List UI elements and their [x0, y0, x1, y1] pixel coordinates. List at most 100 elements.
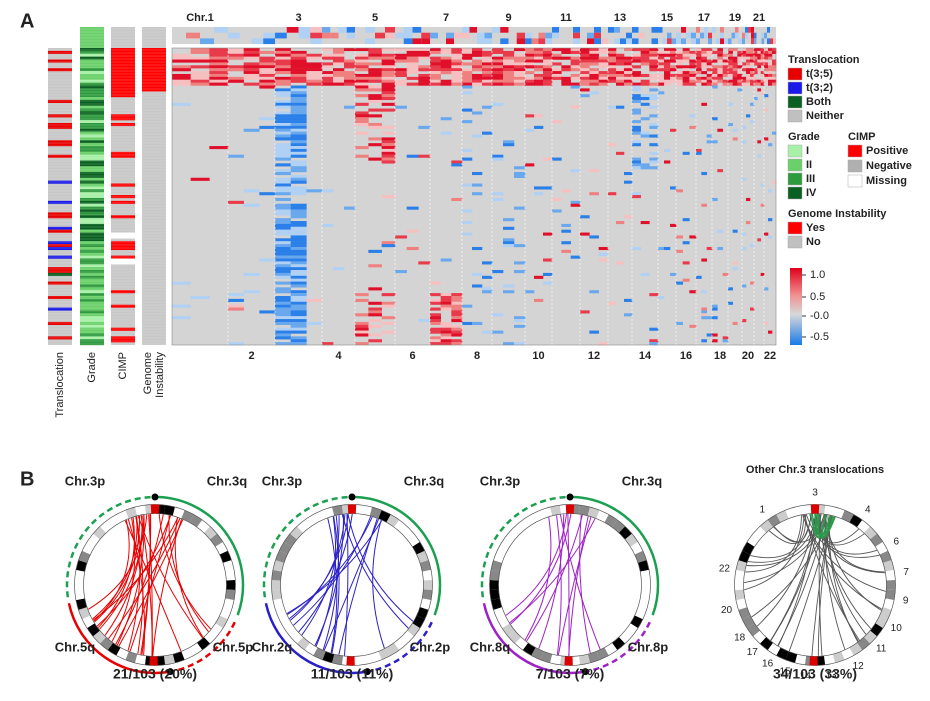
top-strip-cell	[573, 38, 580, 45]
heatmap-cell	[632, 128, 641, 132]
track-cell	[111, 91, 135, 95]
heatmap-cell	[717, 48, 723, 52]
chord	[124, 520, 182, 652]
heatmap-cell	[355, 68, 369, 72]
heatmap-cell	[670, 128, 677, 132]
track-cell	[80, 186, 104, 190]
heatmap-cell	[543, 157, 553, 161]
heatmap-cell	[381, 154, 396, 158]
junction-dot	[566, 493, 574, 501]
track-cell	[48, 295, 72, 300]
colorbar-label: -0.5	[810, 331, 829, 343]
chrom-label: 12	[853, 661, 865, 672]
track-cell	[80, 313, 104, 317]
heatmap-cell	[381, 125, 396, 129]
track-cell	[80, 246, 104, 251]
top-strip-cell	[720, 32, 724, 39]
band	[634, 607, 647, 620]
junction-dot	[151, 493, 159, 501]
heatmap-cell	[355, 321, 369, 326]
heatmap-cell	[757, 68, 761, 72]
heatmap-cell	[649, 48, 659, 52]
heatmap-cell	[333, 76, 345, 80]
heatmap-cell	[290, 108, 307, 112]
band	[225, 589, 236, 601]
band	[284, 533, 297, 547]
heatmap-cell	[440, 62, 452, 66]
heatmap-cell	[676, 65, 683, 69]
band	[271, 569, 282, 581]
heatmap-cell	[355, 59, 369, 63]
heatmap-cell	[355, 330, 369, 334]
heatmap-cell	[451, 330, 463, 334]
band	[522, 514, 536, 528]
chrom-label: 3	[295, 12, 301, 24]
heatmap-cell	[608, 56, 617, 60]
band	[163, 505, 176, 516]
heatmap-cell	[706, 65, 713, 69]
heatmap-cell	[290, 295, 307, 300]
heatmap-cell	[275, 301, 291, 305]
heatmap-cell	[598, 56, 609, 60]
heatmap-cell	[598, 73, 609, 78]
heatmap-cell	[534, 79, 544, 83]
chord	[773, 514, 825, 543]
track-cell	[80, 157, 104, 161]
band	[640, 589, 651, 601]
heatmap-cell	[632, 131, 641, 135]
heatmap-cell	[514, 59, 526, 63]
track-cell	[111, 215, 135, 219]
top-strip-cell	[403, 27, 413, 33]
band	[360, 654, 373, 665]
heatmap-cell	[381, 140, 396, 144]
heatmap-cell	[259, 62, 276, 66]
heatmap-cell	[722, 68, 729, 72]
chord	[168, 515, 209, 632]
heatmap-cell	[664, 59, 671, 63]
heatmap-cell	[712, 339, 718, 343]
heatmap-cell	[772, 68, 777, 72]
top-strip-cell	[751, 38, 754, 45]
heatmap-cell	[664, 48, 671, 52]
chord	[819, 514, 859, 642]
heatmap-cell	[732, 76, 738, 80]
heatmap-cell	[772, 50, 777, 54]
track-cell	[80, 91, 104, 95]
track-cell	[80, 114, 104, 118]
heatmap-cell	[658, 91, 665, 95]
chrom-label: 13	[825, 670, 837, 681]
chrom-label: 5	[372, 12, 378, 24]
top-strip-cell	[686, 32, 691, 39]
heatmap-cell	[290, 131, 307, 135]
heatmap-cell	[406, 53, 419, 57]
heatmap-cell	[543, 186, 553, 190]
heatmap-cell	[306, 298, 323, 302]
heatmap-cell	[543, 79, 553, 83]
heatmap-cell	[717, 79, 723, 83]
band	[284, 623, 297, 637]
heatmap-cell	[243, 290, 260, 294]
top-strip-cell	[310, 27, 322, 33]
heatmap-cell	[290, 151, 307, 155]
heatmap-cell	[290, 177, 307, 181]
heatmap-cell	[589, 79, 599, 83]
heatmap-cell	[514, 174, 526, 178]
heatmap-cell	[440, 295, 452, 300]
heatmap-cell	[701, 102, 707, 106]
heatmap-cell	[732, 71, 738, 75]
band	[625, 623, 638, 637]
heatmap-cell	[395, 71, 407, 75]
heatmap-cell	[754, 59, 758, 63]
heatmap-cell	[757, 50, 761, 54]
heatmap-cell	[570, 200, 581, 204]
heatmap-cell	[608, 62, 617, 66]
chrom-label: 21	[753, 12, 765, 24]
heatmap-cell	[275, 128, 291, 132]
heatmap-cell	[658, 295, 665, 300]
track-cell	[48, 200, 72, 204]
heatmap-cell	[172, 316, 191, 320]
track-cell	[80, 195, 104, 199]
heatmap-cell	[482, 105, 493, 109]
heatmap-cell	[306, 65, 323, 69]
